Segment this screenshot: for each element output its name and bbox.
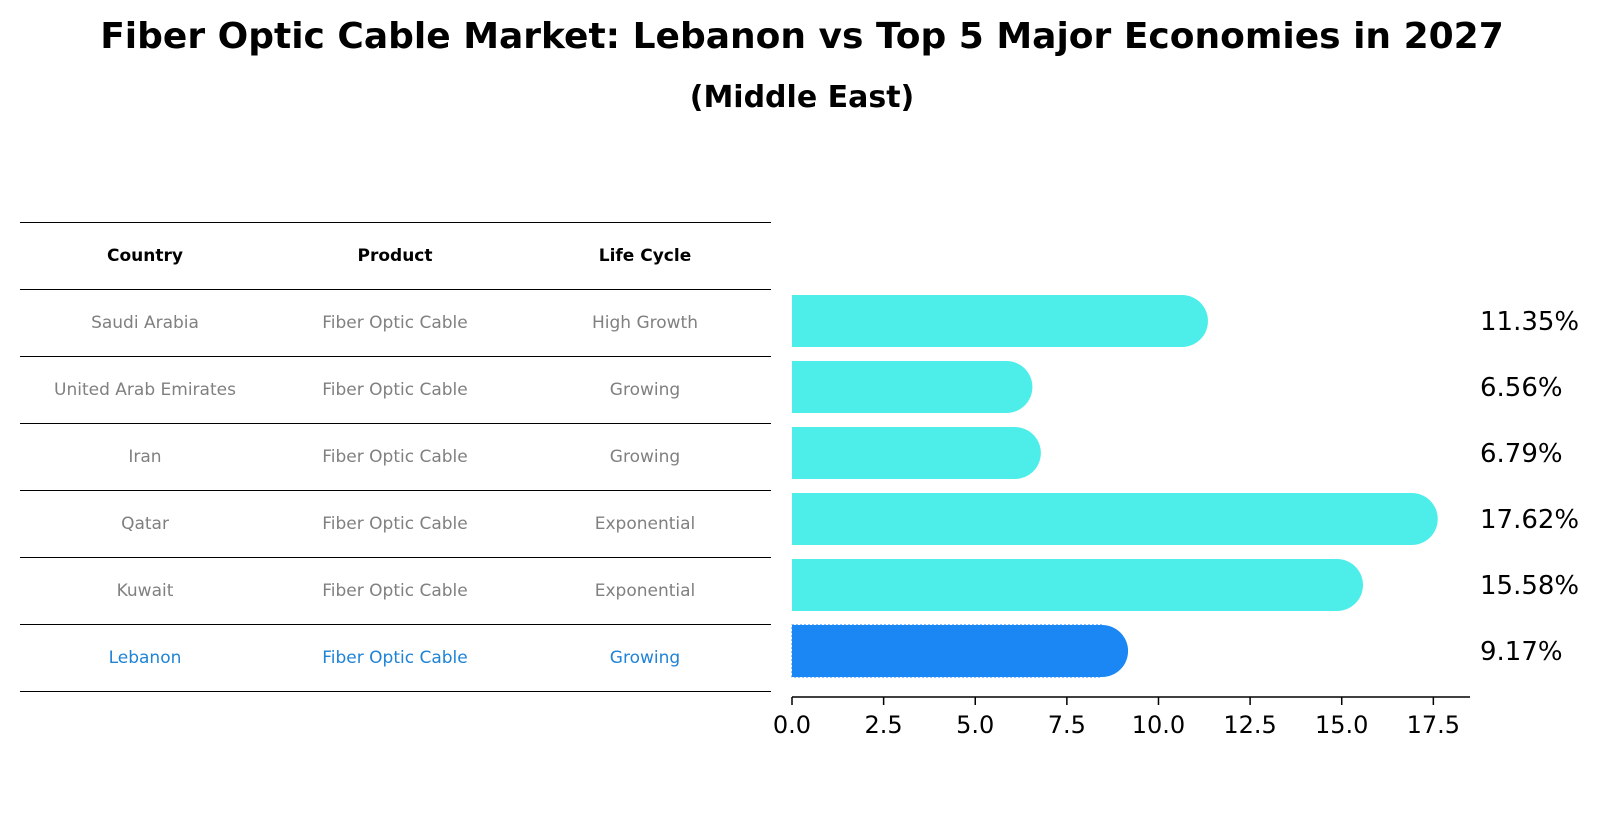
life-cycle-cell: Exponential — [594, 514, 696, 534]
chart-title: Fiber Optic Cable Market: Lebanon vs Top… — [100, 16, 1504, 57]
life-cycle-cell: Growing — [609, 447, 681, 467]
x-tick-label: 10.0 — [1132, 711, 1185, 739]
table-row: Saudi Arabia Fiber Optic Cable High Grow… — [20, 289, 771, 356]
bar — [792, 427, 1041, 479]
table-row: Qatar Fiber Optic Cable Exponential — [20, 490, 771, 557]
table-row: United Arab Emirates Fiber Optic Cable G… — [20, 356, 771, 423]
life-cycle-cell: High Growth — [591, 313, 698, 333]
product-cell: Fiber Optic Cable — [322, 514, 468, 534]
country-table: Country Product Life Cycle Saudi Arabia … — [20, 222, 771, 692]
column-header-product: Product — [357, 246, 433, 266]
x-tick-label: 2.5 — [865, 711, 903, 739]
x-tick-label: 0.0 — [773, 711, 811, 739]
country-cell: Iran — [128, 447, 162, 467]
country-cell: Kuwait — [116, 581, 174, 601]
product-cell: Fiber Optic Cable — [322, 581, 468, 601]
country-cell: Lebanon — [108, 648, 182, 668]
life-cycle-cell: Growing — [609, 648, 681, 668]
bar — [792, 295, 1208, 347]
product-cell: Fiber Optic Cable — [322, 313, 468, 333]
life-cycle-cell: Exponential — [594, 581, 696, 601]
bar-value-label: 9.17% — [1480, 637, 1563, 667]
table-row: Kuwait Fiber Optic Cable Exponential — [20, 557, 771, 624]
table-row: Iran Fiber Optic Cable Growing — [20, 423, 771, 490]
column-header-life-cycle: Life Cycle — [598, 246, 692, 266]
chart-subtitle: (Middle East) — [689, 80, 915, 115]
bar-value-label: 6.79% — [1480, 439, 1563, 469]
x-tick-label: 15.0 — [1315, 711, 1368, 739]
bar — [792, 361, 1033, 413]
x-tick-label: 17.5 — [1407, 711, 1460, 739]
product-cell: Fiber Optic Cable — [322, 648, 468, 668]
product-cell: Fiber Optic Cable — [322, 447, 468, 467]
bar-value-label: 6.56% — [1480, 373, 1563, 403]
life-cycle-cell: Growing — [609, 380, 681, 400]
table-row-highlighted: Lebanon Fiber Optic Cable Growing — [20, 624, 771, 692]
bar-value-label: 11.35% — [1480, 307, 1579, 337]
product-cell: Fiber Optic Cable — [322, 380, 468, 400]
table-header-row: Country Product Life Cycle — [20, 222, 771, 289]
x-tick-label: 12.5 — [1223, 711, 1276, 739]
x-tick-label: 5.0 — [956, 711, 994, 739]
bar — [792, 493, 1438, 545]
bar-value-label: 17.62% — [1480, 505, 1579, 535]
bar-highlighted — [791, 624, 1129, 678]
column-header-country: Country — [107, 246, 183, 266]
x-tick-label: 7.5 — [1048, 711, 1086, 739]
country-cell: Qatar — [121, 514, 169, 534]
bar-value-label: 15.58% — [1480, 571, 1579, 601]
country-cell: Saudi Arabia — [91, 313, 199, 333]
country-cell: United Arab Emirates — [54, 380, 236, 400]
bar — [792, 559, 1363, 611]
